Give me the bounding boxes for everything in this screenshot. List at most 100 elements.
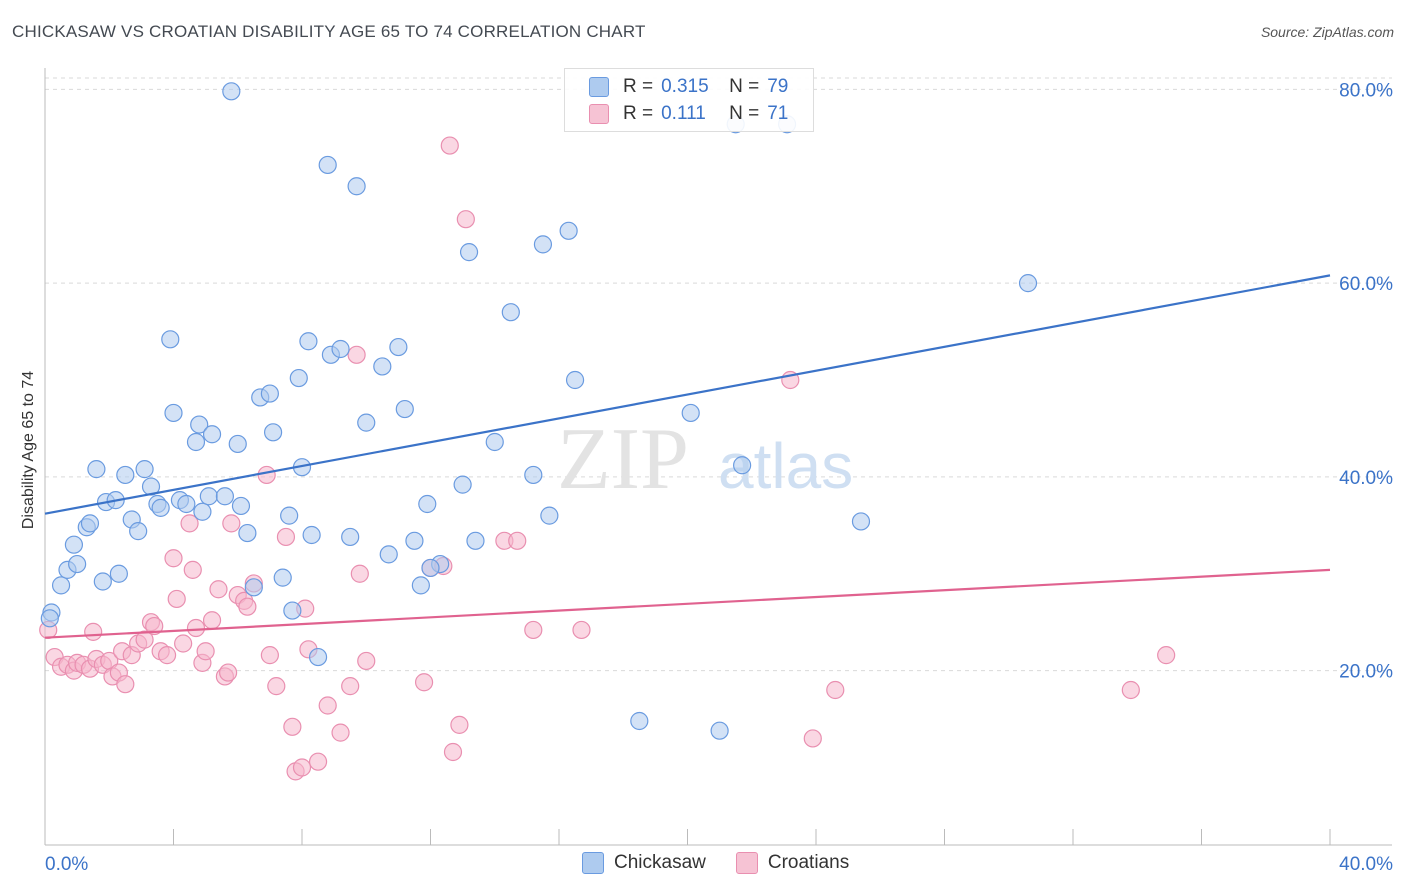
data-point[interactable]: [164, 549, 183, 568]
data-point[interactable]: [193, 502, 212, 521]
data-point[interactable]: [826, 680, 845, 700]
data-point[interactable]: [84, 622, 103, 641]
data-point[interactable]: [292, 758, 312, 777]
data-point[interactable]: [453, 475, 472, 494]
data-point[interactable]: [231, 496, 251, 516]
data-point[interactable]: [151, 498, 170, 517]
data-point[interactable]: [40, 609, 59, 628]
data-point[interactable]: [440, 136, 459, 155]
data-point[interactable]: [524, 620, 543, 640]
data-point[interactable]: [559, 221, 578, 240]
data-point[interactable]: [167, 589, 186, 609]
data-point[interactable]: [164, 403, 183, 423]
data-point[interactable]: [341, 527, 360, 547]
data-point[interactable]: [733, 456, 752, 475]
data-point[interactable]: [1018, 274, 1038, 293]
data-point[interactable]: [630, 711, 649, 731]
data-point[interactable]: [331, 339, 350, 359]
data-point[interactable]: [116, 675, 135, 694]
data-point[interactable]: [395, 399, 414, 419]
data-point[interactable]: [183, 560, 202, 579]
data-point[interactable]: [157, 646, 177, 665]
data-point[interactable]: [540, 506, 559, 525]
data-point[interactable]: [572, 620, 591, 640]
data-point[interactable]: [263, 423, 283, 442]
data-point[interactable]: [87, 460, 106, 479]
data-point[interactable]: [379, 545, 398, 564]
data-point[interactable]: [347, 345, 366, 364]
data-point[interactable]: [174, 634, 193, 653]
data-point[interactable]: [302, 525, 321, 545]
data-point[interactable]: [466, 531, 485, 550]
data-point[interactable]: [331, 723, 350, 742]
data-point[interactable]: [1121, 680, 1140, 700]
data-point[interactable]: [418, 494, 437, 514]
data-point[interactable]: [209, 580, 228, 599]
data-point[interactable]: [238, 523, 257, 543]
data-point[interactable]: [219, 663, 238, 682]
data-point[interactable]: [350, 564, 369, 583]
data-point[interactable]: [459, 243, 479, 262]
data-point[interactable]: [456, 210, 475, 229]
data-point[interactable]: [357, 651, 376, 671]
data-point[interactable]: [116, 465, 135, 485]
legend-item-croatians[interactable]: Croatians: [735, 852, 849, 874]
data-point[interactable]: [80, 514, 100, 533]
data-point[interactable]: [51, 576, 71, 595]
data-point[interactable]: [508, 531, 527, 550]
data-point[interactable]: [485, 432, 504, 452]
data-point[interactable]: [414, 673, 434, 692]
data-point[interactable]: [299, 332, 318, 351]
data-point[interactable]: [533, 235, 553, 254]
data-point[interactable]: [347, 177, 366, 196]
data-point[interactable]: [341, 677, 360, 696]
data-point[interactable]: [260, 646, 279, 665]
data-point[interactable]: [135, 460, 154, 479]
data-point[interactable]: [276, 527, 296, 547]
data-point[interactable]: [318, 155, 337, 175]
data-point[interactable]: [228, 434, 247, 454]
data-point[interactable]: [109, 564, 128, 583]
data-point[interactable]: [710, 721, 729, 740]
data-point[interactable]: [135, 630, 154, 649]
data-point[interactable]: [215, 487, 234, 506]
legend-item-chickasaw[interactable]: Chickasaw: [582, 852, 706, 874]
data-point[interactable]: [257, 465, 276, 485]
data-point[interactable]: [222, 514, 241, 533]
data-point[interactable]: [443, 742, 463, 762]
data-point[interactable]: [421, 558, 440, 578]
data-point[interactable]: [1157, 646, 1176, 665]
data-point[interactable]: [202, 425, 222, 444]
data-point[interactable]: [177, 494, 196, 514]
data-point[interactable]: [283, 601, 302, 620]
data-point[interactable]: [524, 465, 543, 485]
data-point[interactable]: [308, 647, 328, 667]
data-point[interactable]: [222, 82, 241, 101]
data-point[interactable]: [803, 729, 822, 748]
data-point[interactable]: [68, 554, 87, 574]
data-point[interactable]: [283, 717, 302, 736]
data-point[interactable]: [450, 715, 469, 734]
data-point[interactable]: [93, 572, 112, 591]
data-point[interactable]: [373, 357, 392, 376]
data-point[interactable]: [196, 642, 215, 661]
data-point[interactable]: [186, 432, 206, 452]
data-point[interactable]: [681, 403, 700, 423]
data-point[interactable]: [145, 616, 164, 636]
data-point[interactable]: [199, 487, 218, 506]
data-point[interactable]: [280, 506, 299, 525]
data-point[interactable]: [565, 370, 585, 390]
data-point[interactable]: [308, 752, 328, 771]
data-point[interactable]: [244, 578, 263, 597]
data-point[interactable]: [357, 413, 376, 432]
data-point[interactable]: [267, 677, 286, 696]
data-point[interactable]: [202, 611, 222, 630]
data-point[interactable]: [129, 522, 148, 541]
data-point[interactable]: [405, 531, 424, 550]
data-point[interactable]: [186, 618, 206, 638]
data-point[interactable]: [851, 512, 871, 531]
data-point[interactable]: [501, 303, 520, 322]
data-point[interactable]: [180, 514, 199, 533]
data-point[interactable]: [260, 384, 279, 403]
data-point[interactable]: [289, 368, 308, 388]
